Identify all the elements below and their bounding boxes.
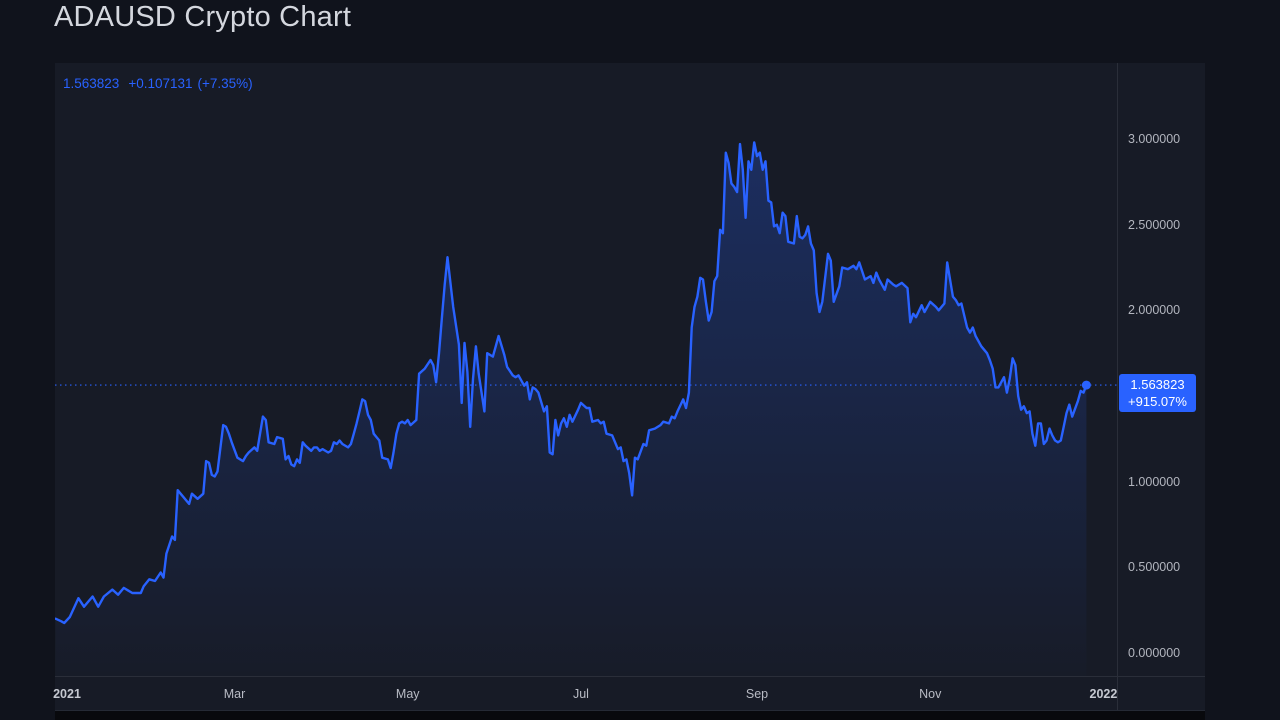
time-tick-label: Jul bbox=[572, 687, 589, 701]
time-tick-label: 2022 bbox=[1089, 687, 1118, 701]
time-tick-label: Mar bbox=[223, 687, 246, 701]
last-price-value: 1.563823 bbox=[1130, 377, 1185, 392]
area-fill bbox=[55, 142, 1087, 676]
time-tick-label: 2021 bbox=[53, 687, 81, 701]
last-price-change: +915.07% bbox=[1128, 394, 1187, 409]
price-tick-label: 2.500000 bbox=[1128, 217, 1181, 232]
price-tick-label: 0.500000 bbox=[1128, 560, 1181, 575]
chart-panel: 1.563823 +0.107131 (+7.35%) 3.000000 2.5000… bbox=[53, 63, 1205, 720]
time-scale-axis[interactable]: 2021 Mar May Jul Sep Nov 2022 bbox=[53, 676, 1205, 710]
time-tick-label: Sep bbox=[745, 687, 769, 701]
pane-separator-strip bbox=[55, 710, 1205, 720]
page-title: ADAUSD Crypto Chart bbox=[54, 1, 352, 33]
price-tick-label: 0.000000 bbox=[1128, 646, 1181, 660]
legend-change-abs: +0.107131 bbox=[128, 76, 193, 91]
price-line-series bbox=[55, 141, 1088, 625]
legend-last-price: 1.563823 bbox=[63, 76, 120, 91]
chart-canvas[interactable] bbox=[55, 63, 1205, 710]
last-price-label: 1.563823 +915.07% bbox=[1119, 374, 1196, 412]
price-tick-label: 2.000000 bbox=[1128, 303, 1181, 318]
time-tick-label: May bbox=[395, 687, 420, 701]
price-tick-label: 3.000000 bbox=[1128, 132, 1181, 146]
symbol-legend: 1.563823 +0.107131 (+7.35%) bbox=[63, 76, 253, 94]
time-tick-label: Nov bbox=[919, 687, 942, 701]
last-price-marker bbox=[1081, 380, 1091, 390]
price-tick-label: 1.000000 bbox=[1128, 474, 1181, 489]
price-scale-axis[interactable]: 3.000000 2.500000 2.000000 1.000000 0.500000… bbox=[1117, 63, 1205, 676]
legend-change-pct: (+7.35%) bbox=[197, 76, 253, 91]
